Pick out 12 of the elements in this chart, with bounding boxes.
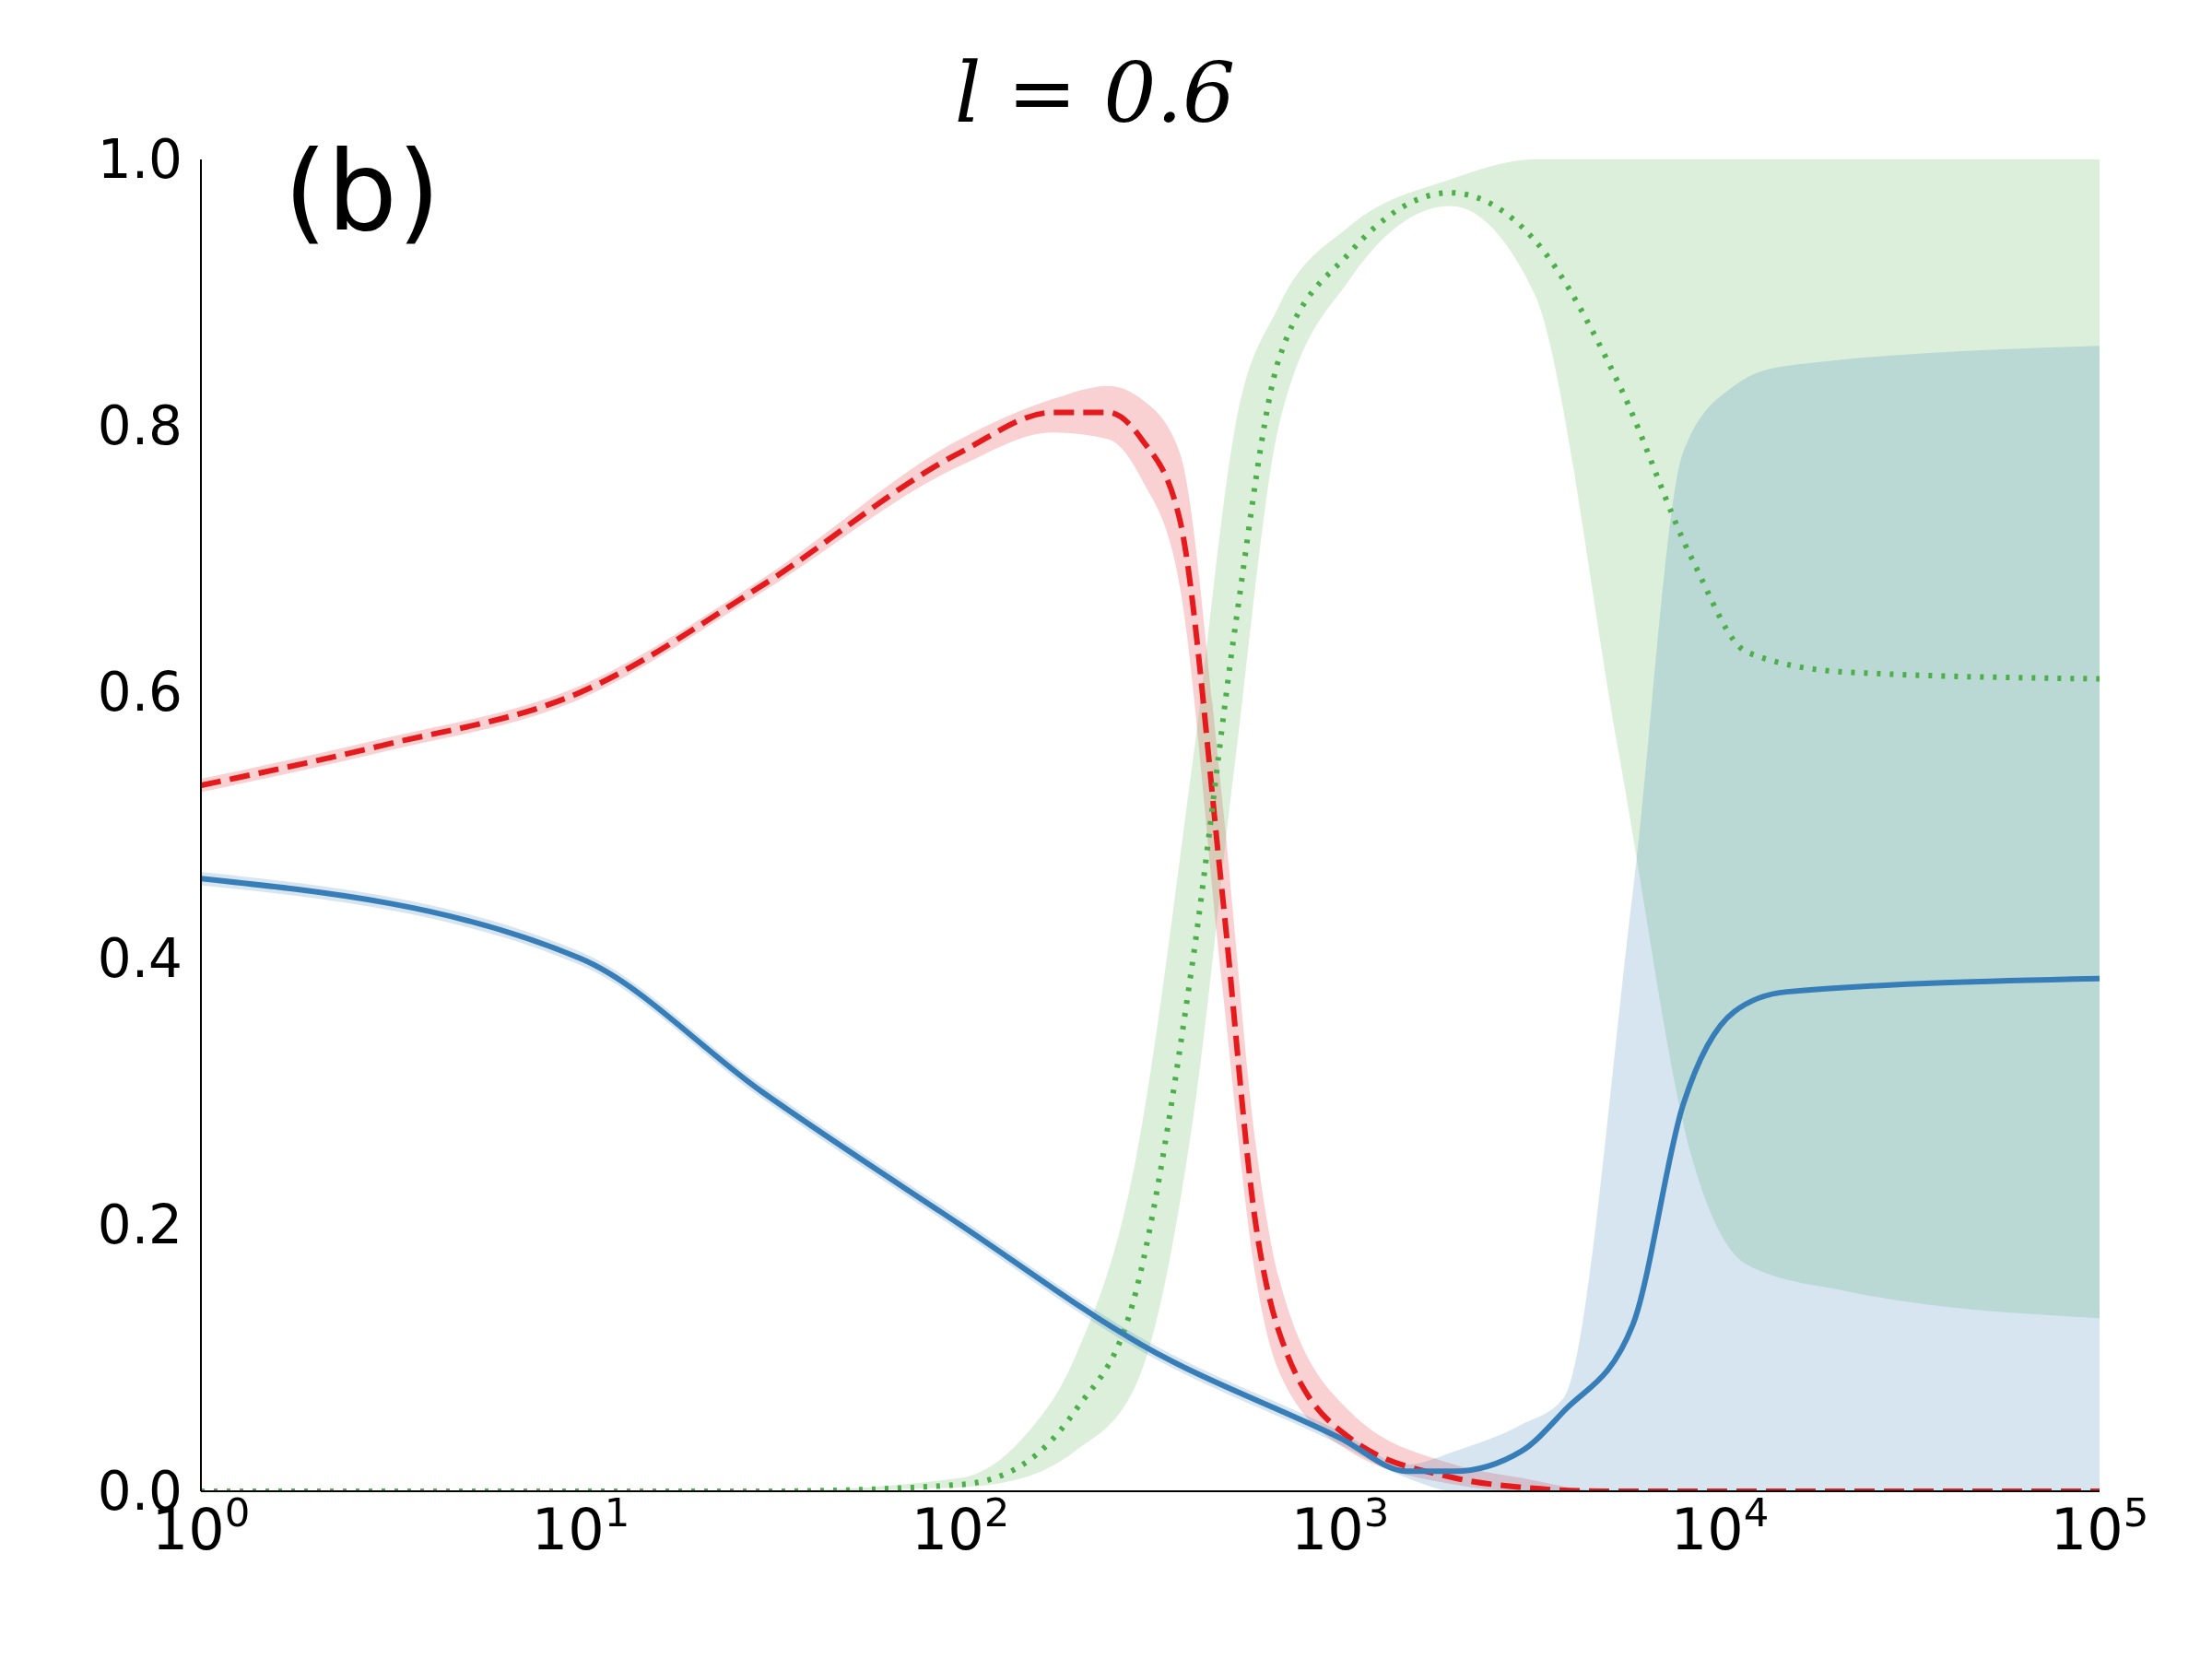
y-tick-label: 0.2	[97, 1194, 182, 1256]
y-tick-label: 1.0	[97, 128, 182, 191]
x-tick-label: 10$^{2}$	[911, 1489, 1010, 1563]
x-tick-label: 10$^{5}$	[2050, 1489, 2149, 1563]
x-tick-label: 10$^{4}$	[1670, 1489, 1770, 1563]
y-tick-label: 0.6	[97, 661, 182, 724]
x-tick-label: 10$^{1}$	[531, 1489, 630, 1563]
annotation: (b)	[284, 127, 441, 255]
chart-title: l = 0.6	[954, 44, 1236, 141]
y-tick-label: 0.4	[97, 927, 182, 990]
y-tick-label: 0.8	[97, 394, 182, 457]
x-tick-label: 10$^{3}$	[1290, 1489, 1390, 1563]
